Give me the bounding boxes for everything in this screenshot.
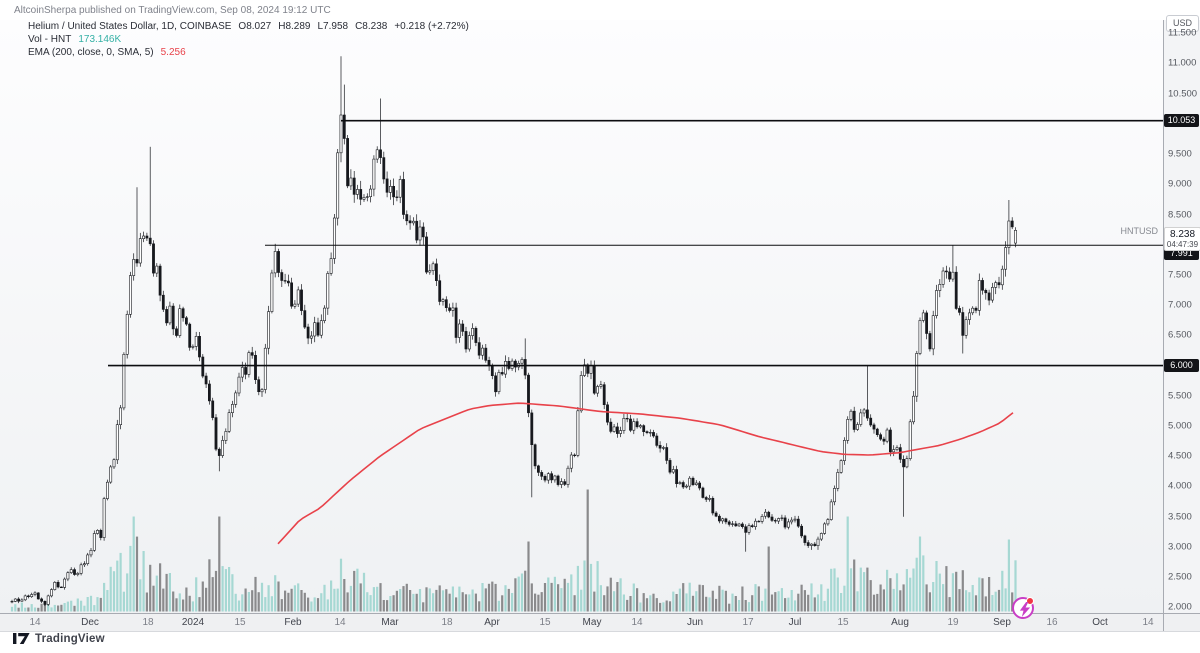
price-tick-label: 8.500 xyxy=(1168,209,1192,220)
chart-legend: Helium / United States Dollar, 1D, COINB… xyxy=(28,20,476,59)
ema-value: 5.256 xyxy=(160,47,186,58)
time-label-minor: 16 xyxy=(1046,617,1058,628)
notification-dot xyxy=(1026,597,1034,605)
time-label-major: Dec xyxy=(81,617,99,628)
ohlc-open: O8.027 xyxy=(238,21,272,32)
price-tick-label: 4.000 xyxy=(1168,480,1192,492)
time-label-major: May xyxy=(582,617,602,628)
tradingview-logo-text: TradingView xyxy=(35,632,105,645)
price-tick-label: 2.500 xyxy=(1168,571,1192,583)
ohlc-close: C8.238 xyxy=(355,21,388,32)
time-label-minor: 15 xyxy=(234,617,246,628)
time-label-minor: 14 xyxy=(1142,617,1154,628)
time-label-major: Jun xyxy=(686,617,704,628)
price-tick-label: 7.500 xyxy=(1168,269,1192,281)
time-label-major: 2024 xyxy=(181,617,205,628)
instant-rendering-badge[interactable] xyxy=(1012,597,1034,619)
currency-usd-button[interactable]: USD xyxy=(1166,15,1199,32)
time-label-minor: 18 xyxy=(142,617,154,628)
price-tick-label: 9.500 xyxy=(1168,148,1192,160)
ema-label: EMA (200, close, 0, SMA, 5) xyxy=(28,47,154,58)
time-label-minor: 17 xyxy=(742,617,754,628)
tradingview-logo-icon xyxy=(13,633,30,644)
attribution-text: AltcoinSherpa published on TradingView.c… xyxy=(14,5,331,16)
volume-pane xyxy=(10,489,1017,612)
price-tick-label: 5.500 xyxy=(1168,390,1192,402)
legend-ema-row: EMA (200, close, 0, SMA, 5) 5.256 xyxy=(28,46,476,59)
time-label-major: Sep xyxy=(993,617,1011,628)
current-price-label: 8.238 04:47:39 xyxy=(1164,227,1200,251)
time-label-minor: 14 xyxy=(334,617,346,628)
price-tick-label: 11.500 xyxy=(1168,27,1197,39)
time-label-minor: 15 xyxy=(837,617,849,628)
symbol-title: Helium / United States Dollar, 1D, COINB… xyxy=(28,21,232,32)
price-tick-label: 7.000 xyxy=(1168,299,1192,311)
time-label-minor: 18 xyxy=(441,617,453,628)
lightning-icon xyxy=(1019,601,1030,617)
price-tick-label: 2.000 xyxy=(1168,601,1192,613)
symbol-price-label: HNTUSD xyxy=(1120,226,1159,236)
current-price-value: 8.238 xyxy=(1169,229,1196,240)
candlestick-pane xyxy=(10,56,1017,606)
ema-200-line xyxy=(277,402,1014,545)
time-label-major: Mar xyxy=(381,617,399,628)
legend-volume-row: Vol - HNT 173.146K xyxy=(28,33,476,46)
time-label-minor: 19 xyxy=(947,617,959,628)
price-tick-label: 4.500 xyxy=(1168,450,1192,462)
time-label-major: Jul xyxy=(788,617,802,628)
bar-countdown: 04:47:39 xyxy=(1166,240,1199,249)
price-tick-label: 5.000 xyxy=(1168,420,1192,432)
time-label-major: Feb xyxy=(284,617,302,628)
ohlc-low: L7.958 xyxy=(317,21,349,32)
price-tick-label: 11.000 xyxy=(1168,57,1197,69)
price-tick-label: 10.500 xyxy=(1168,88,1198,100)
level-price-label: 6.000 xyxy=(1164,359,1199,373)
level-price-label: 10.053 xyxy=(1164,114,1199,128)
time-label-minor: 14 xyxy=(29,617,41,628)
time-label-major: Oct xyxy=(1092,617,1108,628)
time-label-minor: 15 xyxy=(539,617,551,628)
volume-label: Vol - HNT xyxy=(28,34,72,45)
volume-value: 173.146K xyxy=(78,34,122,45)
tradingview-logo[interactable]: TradingView xyxy=(13,632,105,645)
time-label-minor: 14 xyxy=(631,617,643,628)
time-label-major: Aug xyxy=(891,617,909,628)
price-tick-label: 3.000 xyxy=(1168,541,1192,553)
legend-symbol-row: Helium / United States Dollar, 1D, COINB… xyxy=(28,20,476,33)
ohlc-high: H8.289 xyxy=(278,21,311,32)
ohlc-change: +0.218 (+2.72%) xyxy=(394,21,469,32)
price-tick-label: 3.500 xyxy=(1168,511,1192,523)
time-label-major: Apr xyxy=(484,617,500,628)
price-tick-label: 6.500 xyxy=(1168,329,1192,341)
price-tick-label: 9.000 xyxy=(1168,178,1192,190)
